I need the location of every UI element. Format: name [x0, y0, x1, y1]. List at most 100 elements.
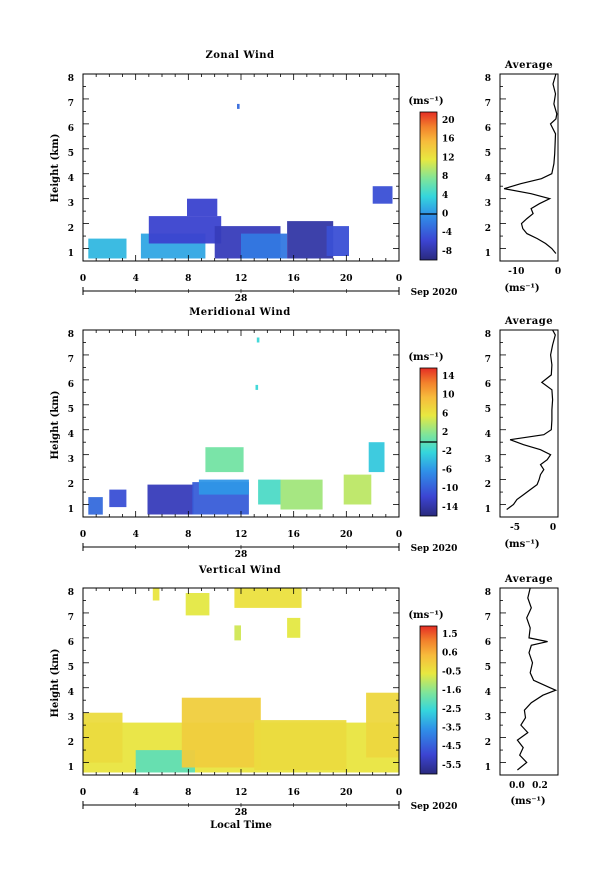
- average-y-tick: 3: [485, 455, 491, 465]
- average-title: Average: [504, 574, 553, 585]
- colorbar-unit: (ms⁻¹): [408, 96, 443, 107]
- y-tick-label: 3: [68, 199, 74, 209]
- heatmap-region: [148, 216, 222, 244]
- heatmap-region: [256, 337, 260, 343]
- heatmap-region: [234, 625, 241, 641]
- y-tick-label: 8: [68, 330, 74, 340]
- heatmap-region: [255, 384, 259, 390]
- colorbar-tick: 2: [442, 428, 448, 438]
- axis-tick-marks: [82, 73, 506, 807]
- zonal-heatmap: [88, 103, 393, 259]
- y-tick-label: 8: [68, 588, 74, 598]
- average-y-tick: 4: [485, 430, 491, 440]
- colorbar-tick: 6: [442, 409, 448, 419]
- average-y-tick: 2: [485, 224, 491, 234]
- heatmap-region: [287, 221, 334, 259]
- colorbar-tick: -4.5: [442, 742, 461, 752]
- x-tick-label: 0: [396, 530, 402, 540]
- colorbar-tick: 20: [442, 116, 455, 126]
- heatmap-region: [205, 447, 244, 473]
- average-y-tick: 5: [485, 149, 491, 159]
- heatmap-region: [326, 226, 349, 256]
- date-label: 28: [235, 294, 248, 304]
- vertical-colorbar: (ms⁻¹) 1.5 0.6 -0.5 -1.6 -2.5 -3.5 -4.5 …: [408, 610, 461, 775]
- colorbar-tick: 14: [442, 372, 455, 382]
- x-tick-label: 16: [287, 274, 300, 284]
- x-tick-label: 8: [185, 788, 191, 798]
- zonal-average-profile: Average -10 0 (ms⁻¹) 1 2 3 4 5 6 7 8: [485, 60, 561, 294]
- meridional-date-axis: 28 Sep 2020: [82, 543, 458, 560]
- heatmap-region: [366, 692, 399, 758]
- x-tick-label: 4: [133, 530, 139, 540]
- colorbar-tick: -4: [442, 228, 452, 238]
- heatmap-region: [368, 442, 385, 473]
- heatmap-region: [372, 186, 393, 204]
- colorbar-tick: 0.6: [442, 649, 458, 659]
- average-profile-line: [503, 73, 558, 254]
- meridional-title: Meridional Wind: [189, 307, 291, 318]
- average-unit: (ms⁻¹): [510, 796, 545, 807]
- colorbar-tick: -2.5: [442, 705, 461, 715]
- heatmap-region: [187, 198, 218, 217]
- y-tick-label: 4: [68, 688, 74, 698]
- heatmap-region: [185, 593, 210, 616]
- x-axis-label: Local Time: [210, 820, 272, 831]
- meridional-colorbar: (ms⁻¹) 14 10 6 2 -2 -6 -10 -14: [408, 352, 458, 517]
- panel-zonal-wind: Zonal Wind 0 4 8 12 16 20 0 1 2 3 4 5 6 …: [50, 50, 561, 304]
- colorbar-unit: (ms⁻¹): [408, 352, 443, 363]
- x-tick-label: 16: [287, 530, 300, 540]
- heatmap-region: [258, 479, 281, 505]
- colorbar-tick: -8: [442, 247, 452, 257]
- heatmap-region: [234, 588, 302, 608]
- panel-meridional-wind: Meridional Wind 0 4 8 12 16 20 0 1 2 3 4…: [50, 307, 559, 560]
- average-y-tick: 7: [485, 613, 491, 623]
- y-tick-label: 5: [68, 663, 74, 673]
- y-tick-label: 4: [68, 430, 74, 440]
- average-profile-line: [516, 587, 558, 771]
- heatmap-region: [83, 712, 123, 763]
- colorbar-tick: 0: [442, 210, 448, 220]
- average-y-tick: 5: [485, 663, 491, 673]
- average-y-tick: 1: [485, 763, 491, 773]
- y-tick-label: 7: [68, 99, 74, 109]
- x-tick-label: 12: [235, 788, 248, 798]
- heatmap-region: [135, 750, 195, 773]
- colorbar-tick: 8: [442, 172, 448, 182]
- heatmap-region: [343, 474, 372, 505]
- x-tick-label: 20: [340, 788, 353, 798]
- y-tick-label: 7: [68, 613, 74, 623]
- heatmap-region: [241, 233, 288, 259]
- zonal-y-axis: 1 2 3 4 5 6 7 8: [68, 74, 74, 259]
- meridional-y-label: Height (km): [50, 391, 61, 460]
- colorbar-tick: -2: [442, 447, 452, 457]
- average-y-tick: 7: [485, 99, 491, 109]
- zonal-title: Zonal Wind: [205, 50, 274, 61]
- y-tick-label: 2: [68, 480, 74, 490]
- average-y-tick: 6: [485, 124, 491, 134]
- zonal-y-label: Height (km): [50, 134, 61, 203]
- average-x-tick: -5: [510, 523, 520, 533]
- average-x-tick: -10: [508, 267, 524, 277]
- colorbar-tick: 1.5: [442, 630, 458, 640]
- average-y-tick: 8: [485, 588, 491, 598]
- heatmap-region: [88, 497, 103, 515]
- heatmap-region: [237, 103, 240, 109]
- y-tick-label: 1: [68, 505, 74, 515]
- date-label: 28: [235, 808, 248, 818]
- meridional-average-profile: Average -5 0 (ms⁻¹) 1 2 3 4 5 6 7 8: [485, 316, 559, 550]
- average-y-tick: 2: [485, 738, 491, 748]
- month-label: Sep 2020: [411, 544, 458, 554]
- x-tick-label: 8: [185, 274, 191, 284]
- colorbar-tick: 4: [442, 191, 448, 201]
- heatmap-region: [147, 484, 194, 515]
- heatmap-region: [254, 720, 347, 770]
- heatmap-region: [109, 489, 127, 508]
- average-y-tick: 7: [485, 355, 491, 365]
- average-frame: [499, 73, 559, 262]
- average-y-tick: 5: [485, 405, 491, 415]
- average-y-tick: 8: [485, 74, 491, 84]
- colorbar-tick: -10: [442, 484, 458, 494]
- colorbar-gradient: [419, 111, 438, 261]
- colorbar-tick: -3.5: [442, 724, 461, 734]
- heatmap-region: [287, 617, 301, 638]
